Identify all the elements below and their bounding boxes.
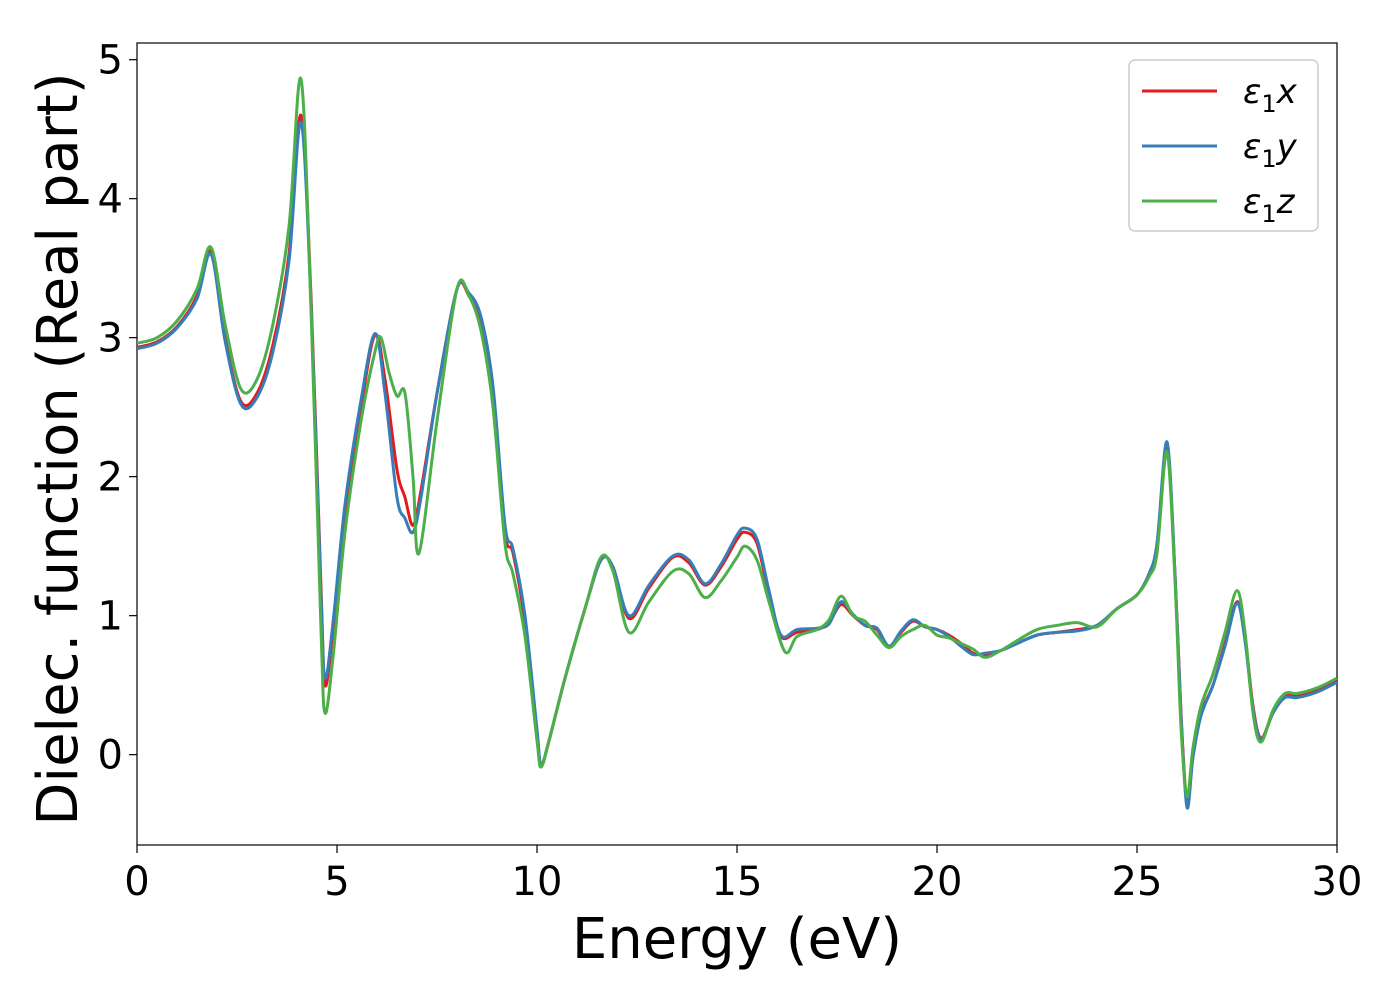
x-tick-label: 15 [712,859,763,905]
x-tick-label: 25 [1112,859,1163,905]
y-tick-label: 2 [98,455,123,501]
y-tick-label: 4 [98,177,123,223]
x-tick-label: 30 [1312,859,1363,905]
y-tick-label: 1 [98,594,123,640]
x-tick-label: 10 [512,859,563,905]
y-axis-ticks: 0 1 2 3 4 5 [98,38,137,779]
y-tick-label: 0 [98,733,123,779]
x-tick-label: 0 [124,859,149,905]
x-tick-label: 20 [912,859,963,905]
legend-label-y: ε1y [1243,127,1298,173]
series-line-z [137,76,1337,798]
series-lines [137,76,1337,810]
y-tick-label: 5 [98,38,123,84]
legend-box [1128,59,1319,232]
x-axis-ticks: 0 5 10 15 20 25 30 [124,845,1362,905]
legend-label-x: ε1x [1243,72,1298,118]
x-tick-label: 5 [324,859,349,905]
y-axis-label: Dielec. function (Real part) [26,72,91,825]
legend-label-z: ε1z [1243,182,1296,228]
legend: ε1x ε1y ε1z [1128,59,1319,232]
x-axis-label: Energy (eV) [572,907,902,972]
y-tick-label: 3 [98,316,123,362]
